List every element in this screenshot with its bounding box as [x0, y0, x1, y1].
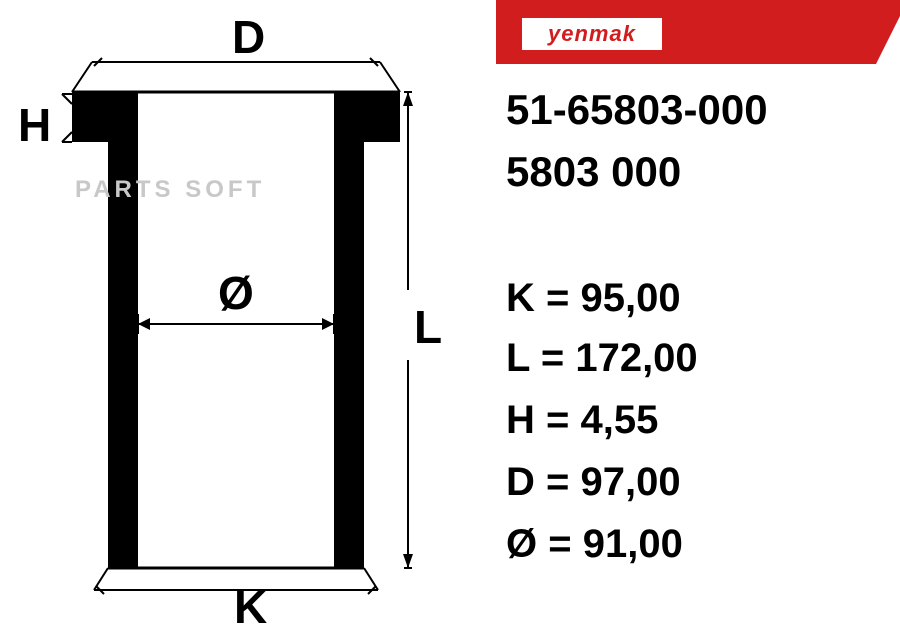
brand-plate-inner: yenmak: [522, 18, 662, 50]
spec-equals: =: [541, 336, 575, 380]
dim-label-l: L: [414, 300, 442, 354]
spec-dia-label: Ø: [506, 522, 537, 566]
spec-h-value: 4,55: [581, 398, 659, 442]
spec-l-label: L: [506, 336, 530, 380]
brand-plate: yenmak: [496, 0, 876, 64]
page-root: PARTS SOFT D H Ø L K yenmak 51-65803-000…: [0, 0, 900, 633]
diagram-area: PARTS SOFT D H Ø L K: [0, 0, 480, 633]
spec-k-value: 95,00: [581, 276, 681, 320]
spec-d-value: 97,00: [581, 460, 681, 504]
part-number-secondary: 5803 000: [506, 148, 681, 196]
spec-d-label: D: [506, 460, 535, 504]
spec-h: H = 4,55: [506, 398, 658, 443]
brand-name: yenmak: [548, 21, 636, 47]
info-area: yenmak 51-65803-000 5803 000 K = 95,00 L…: [496, 0, 900, 633]
spec-dia-value: 91,00: [583, 522, 683, 566]
spec-k-label: K: [506, 276, 535, 320]
spec-equals: =: [546, 398, 580, 442]
dim-label-d: D: [232, 10, 265, 64]
dim-label-dia: Ø: [218, 266, 254, 320]
spec-equals: =: [546, 276, 580, 320]
dim-label-h: H: [18, 98, 51, 152]
dim-label-k: K: [234, 580, 267, 633]
spec-l-value: 172,00: [575, 336, 697, 380]
watermark-text: PARTS SOFT: [75, 176, 265, 204]
spec-k: K = 95,00: [506, 276, 681, 321]
part-number-primary: 51-65803-000: [506, 86, 768, 134]
spec-d: D = 97,00: [506, 460, 681, 505]
spec-dia: Ø = 91,00: [506, 522, 683, 567]
spec-equals: =: [546, 460, 580, 504]
spec-l: L = 172,00: [506, 336, 698, 381]
spec-equals: =: [548, 522, 582, 566]
spec-h-label: H: [506, 398, 535, 442]
